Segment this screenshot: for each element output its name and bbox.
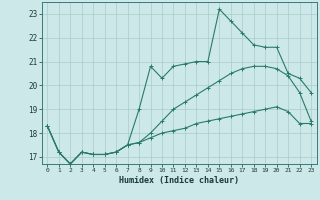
X-axis label: Humidex (Indice chaleur): Humidex (Indice chaleur)	[119, 176, 239, 185]
